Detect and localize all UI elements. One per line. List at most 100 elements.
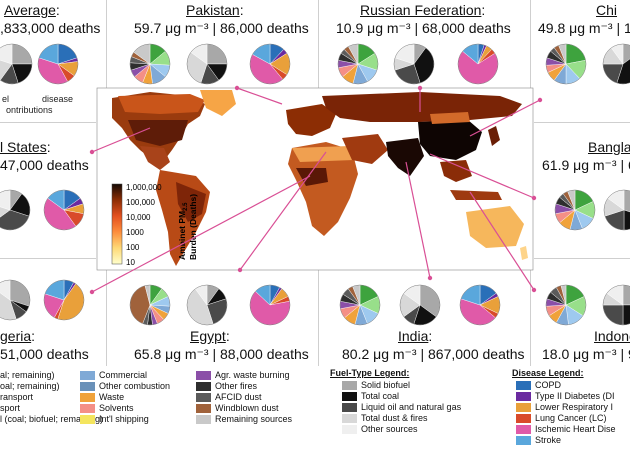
sector-pie: [545, 43, 587, 85]
world-map: 1,000,000 100,000 10,000 1000 100 10 Amb…: [96, 87, 534, 271]
legend-swatch: [80, 415, 95, 424]
panel-title-pakistan: Pakistan:: [186, 2, 244, 18]
fuel-legend-title: Fuel-Type Legend:: [330, 368, 410, 378]
pie-outline: [249, 43, 291, 85]
legend-swatch: [196, 393, 211, 402]
pie-outline: [249, 284, 291, 326]
map-region-new-zealand: [520, 246, 528, 260]
legend-area: al; remaining) oal; remaining) ransport spo…: [0, 366, 630, 461]
pie-outline: [602, 43, 630, 85]
disease-pie: [43, 189, 85, 231]
panel-subtitle-bangladesh: 61.9 μg m⁻³ | 6: [542, 157, 630, 173]
panel-subtitle-india: 80.2 μg m⁻³ | 867,000 deaths: [342, 346, 525, 362]
colorbar-tick: 1,000,000: [126, 183, 162, 192]
legend-label: COPD: [535, 380, 562, 390]
sector-pie: [337, 43, 379, 85]
legend-swatch: [342, 414, 357, 423]
pie-slice: [623, 209, 630, 231]
pie-outline: [545, 284, 587, 326]
panel-subtitle-egypt: 65.8 μg m⁻³ | 88,000 deaths: [134, 346, 309, 362]
fuel-pie: [186, 43, 228, 85]
legend-swatch: [516, 392, 531, 401]
panel-subtitle-us: 47,000 deaths: [0, 157, 89, 173]
legend-label: oal; remaining): [0, 381, 60, 391]
legend-label: Liquid oil and natural gas: [361, 402, 462, 412]
colorbar-label-sub: 2.5: [183, 202, 189, 211]
pie-outline: [602, 284, 630, 326]
contributions-caption: ontributions: [6, 105, 53, 115]
divider: [106, 268, 107, 366]
pie-outline: [129, 284, 171, 326]
panel-title-nigeria: geria:: [0, 328, 36, 344]
map-region-mexico: [140, 146, 170, 170]
colorbar-tick: 100: [126, 243, 140, 252]
panel-subtitle-global: ,833,000 deaths: [0, 20, 101, 36]
fuel-pie: [602, 284, 630, 326]
legend-swatch: [80, 393, 95, 402]
pie-outline: [393, 43, 435, 85]
connector-line: [239, 151, 327, 271]
divider: [318, 268, 319, 366]
disease-pie: [43, 279, 85, 321]
legend-swatch: [80, 404, 95, 413]
map-region-southeast-asia: [440, 160, 472, 182]
map-region-mongolia: [430, 112, 470, 124]
legend-swatch: [342, 381, 357, 390]
legend-swatch: [342, 403, 357, 412]
pie-outline: [186, 43, 228, 85]
legend-label: Stroke: [535, 435, 562, 445]
divider: [0, 258, 96, 259]
panel-title-india: India:: [398, 328, 433, 344]
pie-outline: [339, 284, 381, 326]
legend-label: Type II Diabetes (DI: [535, 391, 615, 401]
legend-swatch: [196, 371, 211, 380]
connector-dot: [417, 85, 423, 91]
panel-title-us: l States:: [0, 139, 51, 155]
sector-pie: [545, 284, 587, 326]
fuel-pie: [186, 284, 228, 326]
legend-label: Other sources: [361, 424, 418, 434]
panel-title-bangladesh: Bangla: [588, 139, 630, 155]
fuel-pie: [393, 43, 435, 85]
legend-label: Remaining sources: [215, 414, 293, 424]
colorbar-label-line1: Ambinet PM: [177, 211, 187, 260]
legend-label: Other combustion: [99, 381, 171, 391]
colorbar-tick: 10,000: [126, 213, 151, 222]
sector-pie: [554, 189, 596, 231]
pie-slice: [622, 284, 630, 306]
divider: [530, 0, 531, 92]
map-region-middle-east: [342, 134, 388, 164]
legend-swatch: [196, 404, 211, 413]
pie-slice: [11, 43, 33, 65]
legend-label: Solvents: [99, 403, 134, 413]
divider: [534, 122, 630, 123]
disease-pie: [37, 43, 79, 85]
pie-slice: [622, 304, 630, 326]
legend-label: Total coal: [361, 391, 400, 401]
connector-line: [91, 175, 311, 293]
pie-outline: [545, 43, 587, 85]
disease-caption: disease: [42, 94, 74, 104]
pie-outline: [554, 189, 596, 231]
legend-label: ransport: [0, 392, 34, 402]
legend-label: l (coal; biofuel; remaining): [0, 414, 104, 424]
panel-title-global: Average:: [4, 2, 60, 18]
pie-outline: [0, 43, 33, 85]
connector-dot: [531, 287, 537, 293]
legend-label: Total dust & fires: [361, 413, 428, 423]
fuel-caption: el: [2, 94, 10, 104]
panel-title-egypt: Egypt:: [190, 328, 230, 344]
connector-line: [236, 87, 283, 105]
divider: [106, 0, 107, 92]
colorbar-label-line2: Burden (Deaths): [188, 194, 198, 260]
map-region-russia: [322, 92, 522, 122]
colorbar-tick: 10: [126, 258, 135, 267]
legend-label: Lower Respiratory I: [535, 402, 614, 412]
legend-swatch: [342, 425, 357, 434]
connector-dot: [537, 97, 543, 103]
fuel-pie: [603, 189, 630, 231]
pie-outline: [459, 284, 501, 326]
map-region-north-africa: [292, 146, 354, 162]
panel-subtitle-indonesia: 18.0 μg m⁻³ | 9: [542, 346, 630, 362]
divider: [534, 258, 630, 259]
